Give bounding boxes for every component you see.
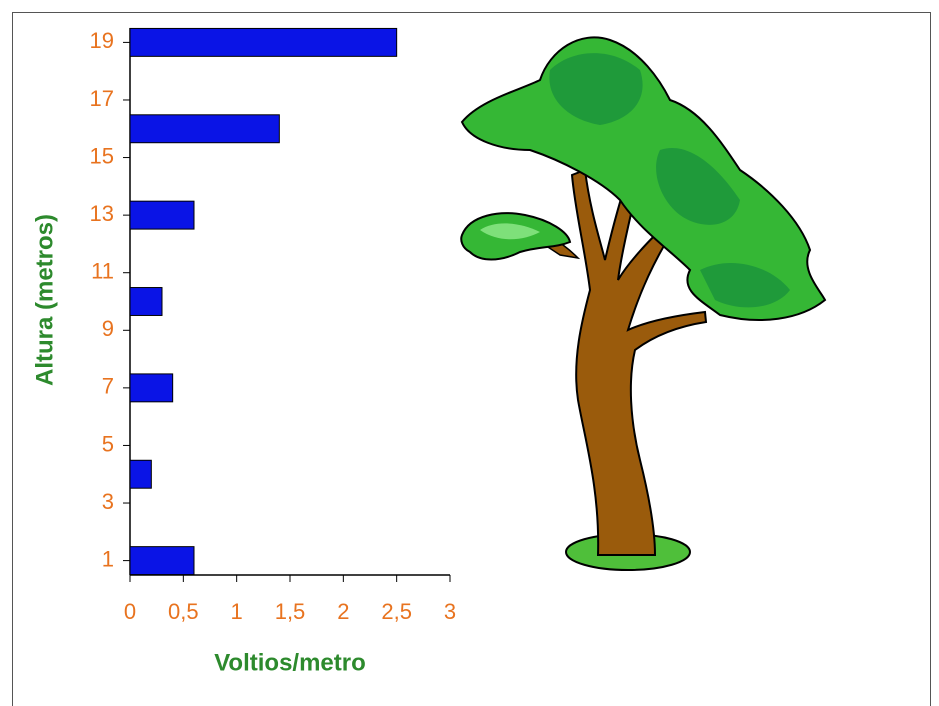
x-tick-label: 1,5 [275,599,306,624]
bar [130,288,162,316]
bar [130,547,194,575]
y-tick-label: 19 [90,28,114,53]
y-axis-title: Altura (metros) [31,214,58,386]
x-tick-label: 2,5 [381,599,412,624]
x-tick-label: 3 [444,599,456,624]
y-tick-label: 11 [91,259,114,284]
bar [130,28,397,56]
bar [130,460,151,488]
x-tick-label: 0 [124,599,136,624]
bar [130,115,279,143]
x-tick-label: 1 [231,599,243,624]
tree-illustration [461,37,825,570]
y-tick-label: 9 [102,316,114,341]
x-axis-title: Voltios/metro [214,649,366,676]
bar [130,374,173,402]
x-tick-label: 2 [337,599,349,624]
y-tick-label: 13 [90,201,114,226]
y-tick-label: 7 [102,374,114,399]
y-tick-label: 15 [90,143,114,168]
chart: Voltios/metro Altura (metros) 0 0,5 1 1,5 2 2… [0,0,939,706]
bar [130,201,194,229]
y-tick-label: 5 [102,431,114,456]
y-tick-label: 3 [102,489,114,514]
y-tick-label: 1 [102,546,114,571]
y-tick-label: 17 [90,86,114,111]
x-tick-label: 0,5 [168,599,199,624]
